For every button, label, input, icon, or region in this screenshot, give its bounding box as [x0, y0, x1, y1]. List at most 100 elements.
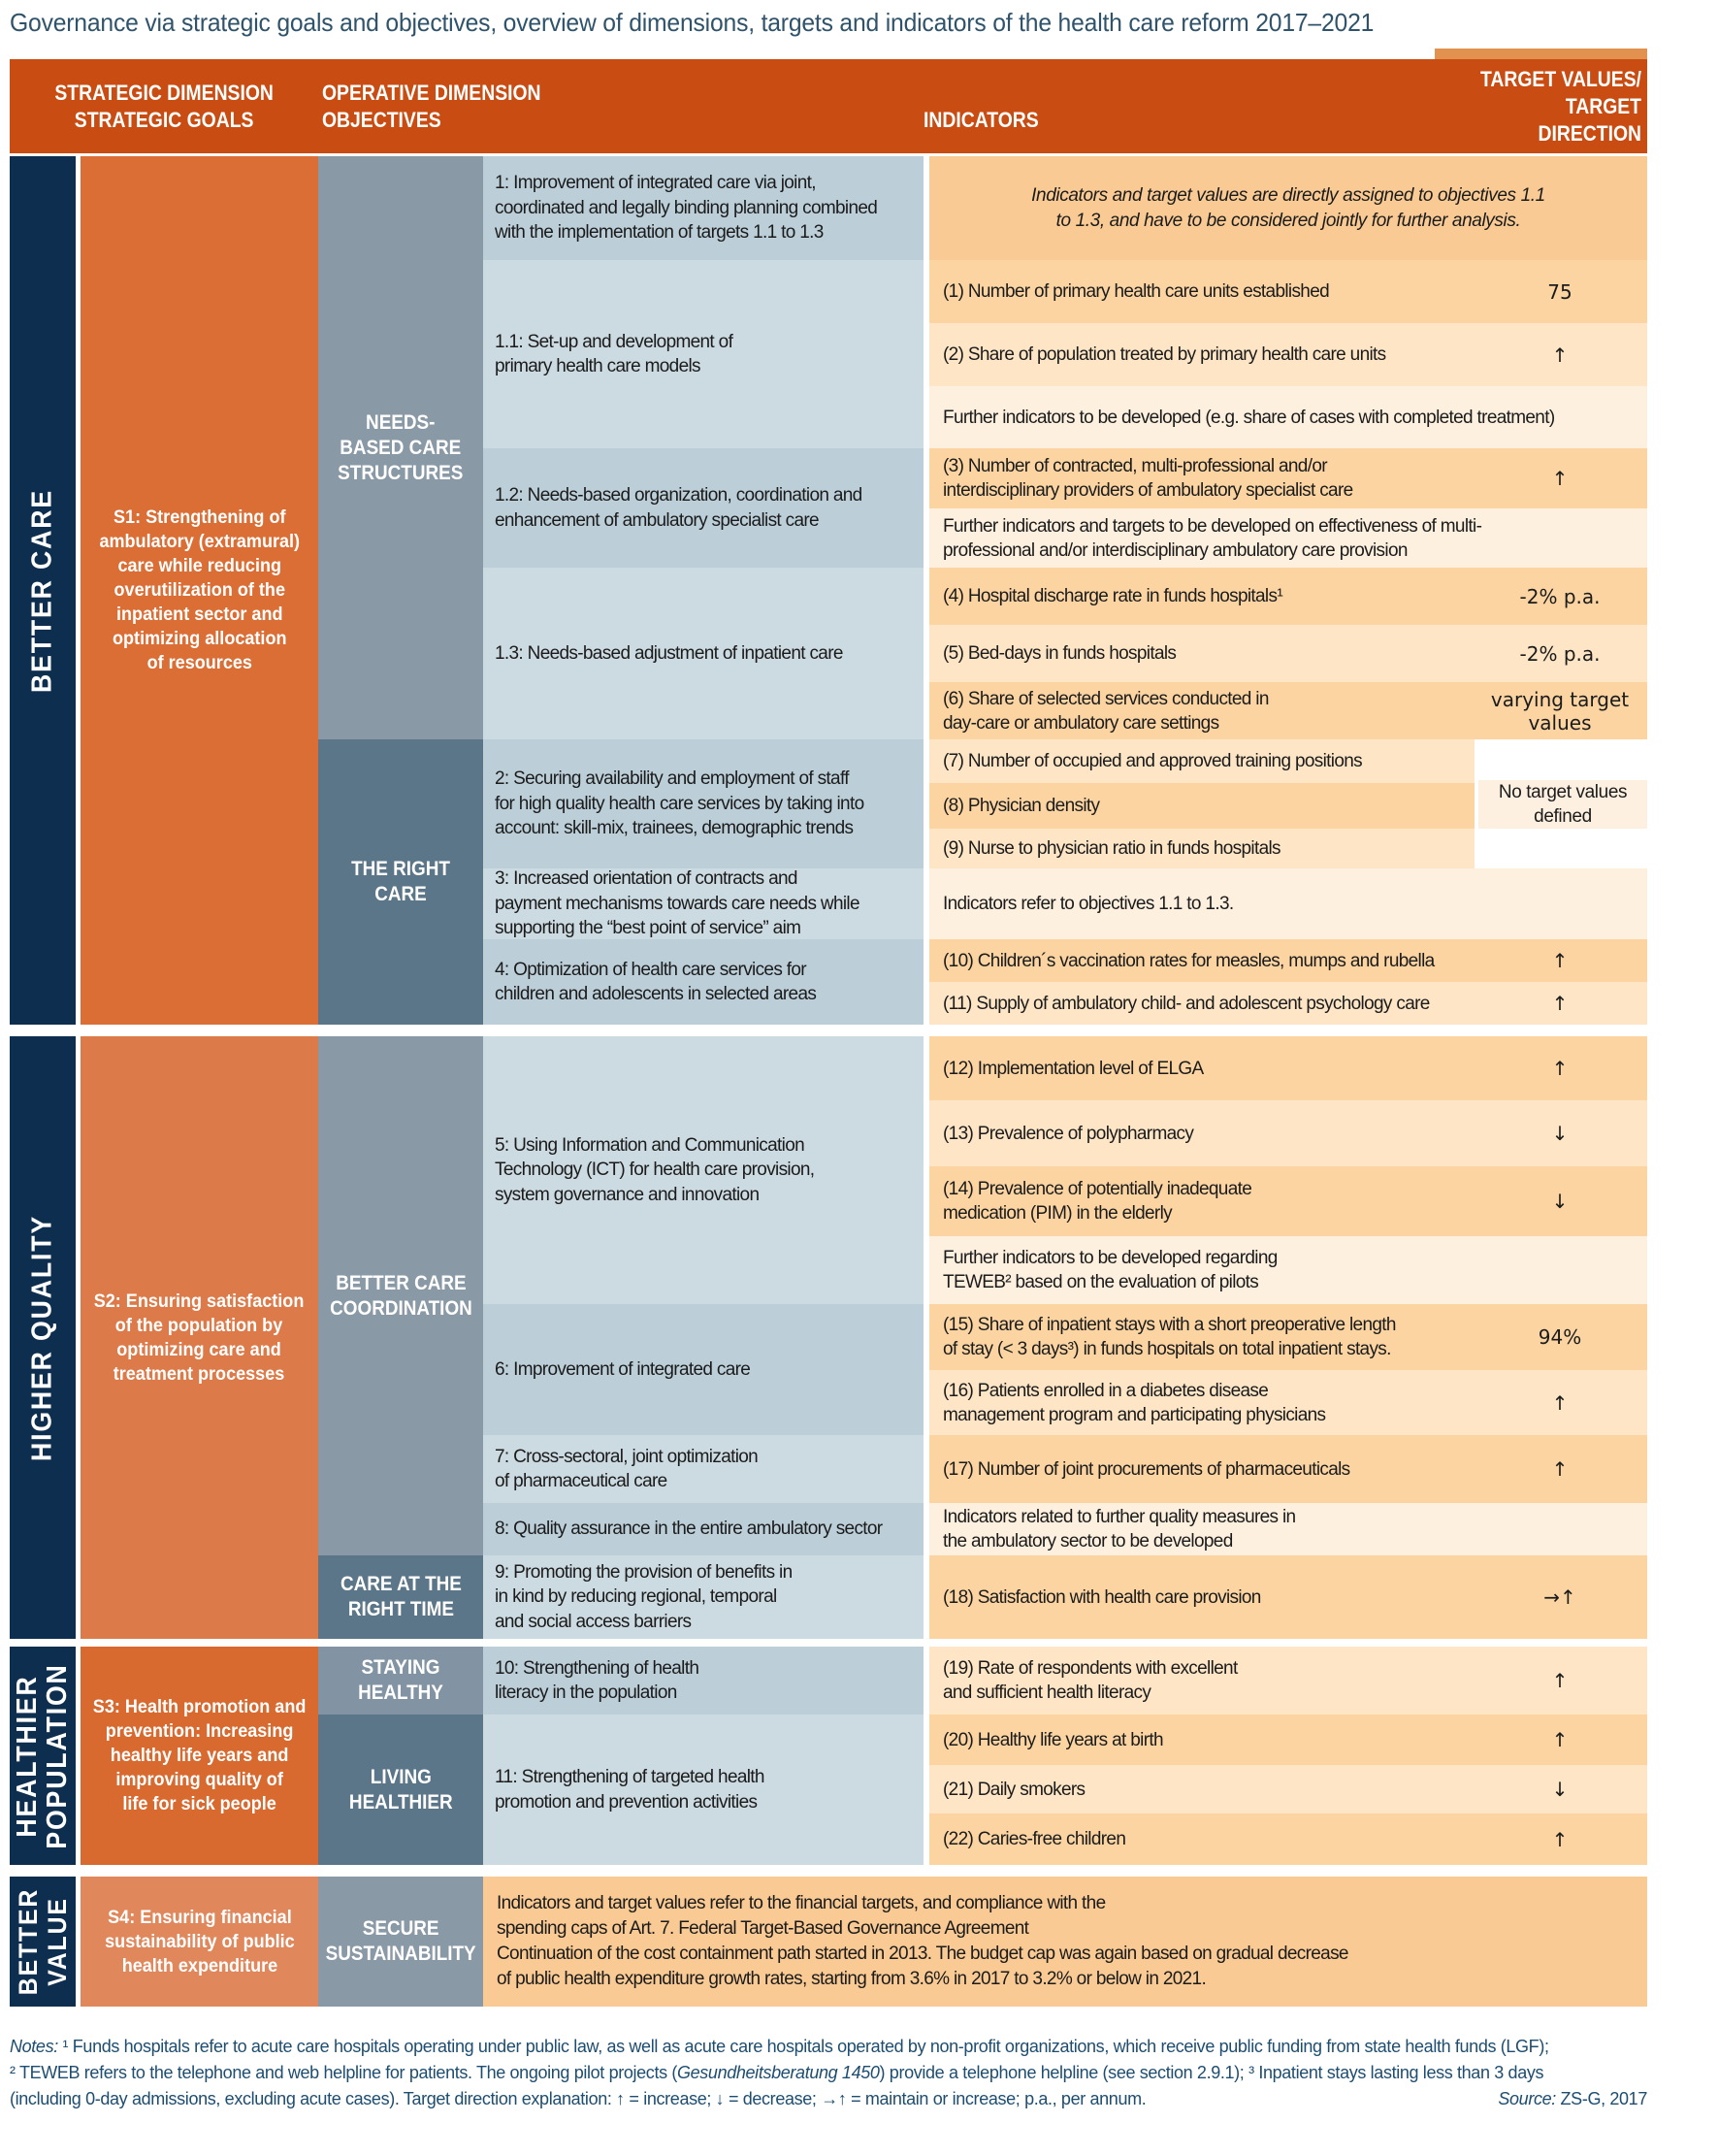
- indicator-row-3: (3) Number of contracted, multi-professi…: [929, 448, 1647, 508]
- objective-1-3: 1.3: Needs-based adjustment of inpatient…: [483, 568, 924, 739]
- indicator-rows-7-8-9-group: (7) Number of occupied and approved trai…: [929, 739, 1647, 868]
- objective-1-1: 1.1: Set-up and development of primary h…: [483, 260, 924, 448]
- indicator-row-15: (15) Share of inpatient stays with a sho…: [929, 1304, 1647, 1370]
- operative-column-s4: SECURE SUSTAINABILITY: [318, 1877, 483, 2007]
- table-header-row: STRATEGIC DIMENSION STRATEGIC GOALS OPER…: [10, 59, 1647, 153]
- objective-1: 1: Improvement of integrated care via jo…: [483, 156, 924, 260]
- indicator-row-8: (8) Physician density: [929, 783, 1475, 829]
- section-better-value: BETTER VALUE S4: Ensuring financial sust…: [10, 1877, 1647, 2007]
- operative-secure-sustainability: SECURE SUSTAINABILITY: [318, 1877, 483, 2007]
- indicator-row-22: (22) Caries-free children ↑: [929, 1813, 1647, 1865]
- notes-line-2: ² TEWEB refers to the telephone and web …: [10, 2063, 1544, 2082]
- target-direction-22: ↑: [1551, 1827, 1569, 1851]
- objective-4: 4: Optimization of health care services …: [483, 939, 924, 1025]
- operative-better-care-coordination: BETTER CARE COORDINATION: [318, 1036, 483, 1555]
- objective-5: 5: Using Information and Communication T…: [483, 1036, 924, 1304]
- indicator-row-5: (5) Bed-days in funds hospitals -2% p.a.: [929, 625, 1647, 682]
- target-direction-18: →↑: [1543, 1585, 1576, 1609]
- operative-care-at-the-right-time: CARE AT THE RIGHT TIME: [318, 1555, 483, 1639]
- target-direction-3: ↑: [1551, 467, 1569, 490]
- indicators-column-s2: (12) Implementation level of ELGA ↑ (13) …: [929, 1036, 1647, 1639]
- target-value-15: 94%: [1538, 1325, 1582, 1349]
- goal-cell-s4: S4: Ensuring financial sustainability of…: [81, 1877, 318, 2007]
- objective-11: 11: Strengthening of targeted health pro…: [483, 1715, 924, 1865]
- operative-column-s1: NEEDS- BASED CARE STRUCTURES THE RIGHT C…: [318, 156, 483, 1025]
- indicator-row-2: (2) Share of population treated by prima…: [929, 323, 1647, 386]
- dimension-label-better-care: BETTER CARE: [26, 488, 58, 693]
- indicator-row-21: (21) Daily smokers ↓: [929, 1765, 1647, 1813]
- target-value-5: -2% p.a.: [1519, 641, 1601, 666]
- goal-cell-s3: S3: Health promotion and prevention: Inc…: [81, 1647, 318, 1865]
- section-healthier-population: HEALTHIER POPULATION S3: Health promotio…: [10, 1647, 1647, 1865]
- target-value-6: varying target values: [1490, 687, 1630, 735]
- indicator-row-17: (17) Number of joint procurements of pha…: [929, 1435, 1647, 1503]
- target-direction-11: ↑: [1551, 992, 1569, 1015]
- dimension-label-healthier-population: HEALTHIER POPULATION: [12, 1662, 73, 1849]
- figure-title: Governance via strategic goals and objec…: [10, 8, 1375, 37]
- goal-cell-s1: S1: Strengthening of ambulatory (extramu…: [81, 156, 318, 1025]
- target-value-1: 75: [1547, 279, 1572, 304]
- target-direction-10: ↑: [1551, 949, 1569, 972]
- objective-9: 9: Promoting the provision of benefits i…: [483, 1555, 924, 1639]
- operative-the-right-care: THE RIGHT CARE: [318, 739, 483, 1025]
- objective-7: 7: Cross-sectoral, joint optimization of…: [483, 1435, 924, 1503]
- indicator-rows-7-8-9: (7) Number of occupied and approved trai…: [929, 739, 1475, 868]
- indicator-row-19: (19) Rate of respondents with excellent …: [929, 1647, 1647, 1715]
- header-strategic-dimension: STRATEGIC DIMENSION STRATEGIC GOALS: [54, 80, 274, 132]
- dimension-cell-healthier-population: HEALTHIER POPULATION: [10, 1647, 76, 1865]
- indicator-row-9: (9) Nurse to physician ratio in funds ho…: [929, 829, 1475, 868]
- operative-column-s3: STAYING HEALTHY LIVING HEALTHIER: [318, 1647, 483, 1865]
- objective-8: 8: Quality assurance in the entire ambul…: [483, 1503, 924, 1555]
- target-direction-19: ↑: [1551, 1669, 1569, 1692]
- objective-2: 2: Securing availability and employment …: [483, 739, 924, 868]
- goal-text-s2: S2: Ensuring satisfaction of the populat…: [94, 1290, 305, 1385]
- target-direction-13: ↓: [1551, 1122, 1569, 1145]
- indicator-row-6: (6) Share of selected services conducted…: [929, 682, 1647, 739]
- target-value-4: -2% p.a.: [1519, 584, 1601, 608]
- governance-table: STRATEGIC DIMENSION STRATEGIC GOALS OPER…: [10, 49, 1647, 2007]
- target-no-values-defined: No target values defined: [1478, 779, 1647, 829]
- goal-text-s4: S4: Ensuring financial sustainability of…: [104, 1907, 295, 1976]
- dimension-cell-higher-quality: HIGHER QUALITY: [10, 1036, 76, 1639]
- dimension-label-better-value: BETTER VALUE: [14, 1887, 72, 1996]
- indicators-related-row: Indicators related to further quality me…: [929, 1503, 1647, 1555]
- further-indicators-row-2: Further indicators and targets to be dev…: [929, 508, 1647, 568]
- target-direction-2: ↑: [1551, 343, 1569, 367]
- source-credit: Source: ZS-G, 2017: [1498, 2089, 1647, 2108]
- objectives-column-s2: 5: Using Information and Communication T…: [483, 1036, 924, 1639]
- section-higher-quality: HIGHER QUALITY S2: Ensuring satisfaction…: [10, 1036, 1647, 1639]
- indicator-row-16: (16) Patients enrolled in a diabetes dis…: [929, 1370, 1647, 1435]
- target-direction-14: ↓: [1551, 1190, 1569, 1213]
- indicator-row-18: (18) Satisfaction with health care provi…: [929, 1555, 1647, 1639]
- notes-label: Notes:: [10, 2037, 58, 2056]
- objective-6: 6: Improvement of integrated care: [483, 1304, 924, 1435]
- target-direction-12: ↑: [1551, 1057, 1569, 1080]
- header-target-values: TARGET VALUES/ TARGET DIRECTION: [1479, 66, 1641, 146]
- notes-line-3: (including 0-day admissions, excluding a…: [10, 2086, 1647, 2112]
- indicator-row-11: (11) Supply of ambulatory child- and ado…: [929, 982, 1647, 1025]
- dimension-cell-better-value: BETTER VALUE: [10, 1877, 76, 2007]
- indicator-row-4: (4) Hospital discharge rate in funds hos…: [929, 568, 1647, 625]
- operative-needs-based-care-structures: NEEDS- BASED CARE STRUCTURES: [318, 156, 483, 739]
- operative-column-s2: BETTER CARE COORDINATION CARE AT THE RIG…: [318, 1036, 483, 1639]
- indicator-row-12: (12) Implementation level of ELGA ↑: [929, 1036, 1647, 1100]
- objective-3: 3: Increased orientation of contracts an…: [483, 868, 924, 939]
- target-direction-legend: (including 0-day admissions, excluding a…: [10, 2089, 1147, 2108]
- goal-cell-s2: S2: Ensuring satisfaction of the populat…: [81, 1036, 318, 1639]
- objectives-column-s1: 1: Improvement of integrated care via jo…: [483, 156, 924, 1025]
- section-better-care: BETTER CARE S1: Strengthening of ambulat…: [10, 156, 1647, 1025]
- goal-text-s1: S1: Strengthening of ambulatory (extramu…: [99, 507, 300, 673]
- header-operative-dimension: OPERATIVE DIMENSION OBJECTIVES: [322, 80, 541, 132]
- objective-10: 10: Strengthening of health literacy in …: [483, 1647, 924, 1715]
- indicator-row-13: (13) Prevalence of polypharmacy ↓: [929, 1100, 1647, 1166]
- further-indicators-row-1: Further indicators to be developed (e.g.…: [929, 386, 1647, 448]
- objectives-column-s3: 10: Strengthening of health literacy in …: [483, 1647, 924, 1865]
- target-direction-20: ↑: [1551, 1728, 1569, 1751]
- notes-block: Notes: ¹ Funds hospitals refer to acute …: [10, 2034, 1647, 2112]
- indicator-row-14: (14) Prevalence of potentially inadequat…: [929, 1166, 1647, 1236]
- objective-1-2: 1.2: Needs-based organization, coordinat…: [483, 448, 924, 568]
- dimension-cell-better-care: BETTER CARE: [10, 156, 76, 1025]
- indicators-column-s3: (19) Rate of respondents with excellent …: [929, 1647, 1647, 1865]
- notes-line-1: Notes: ¹ Funds hospitals refer to acute …: [10, 2037, 1549, 2056]
